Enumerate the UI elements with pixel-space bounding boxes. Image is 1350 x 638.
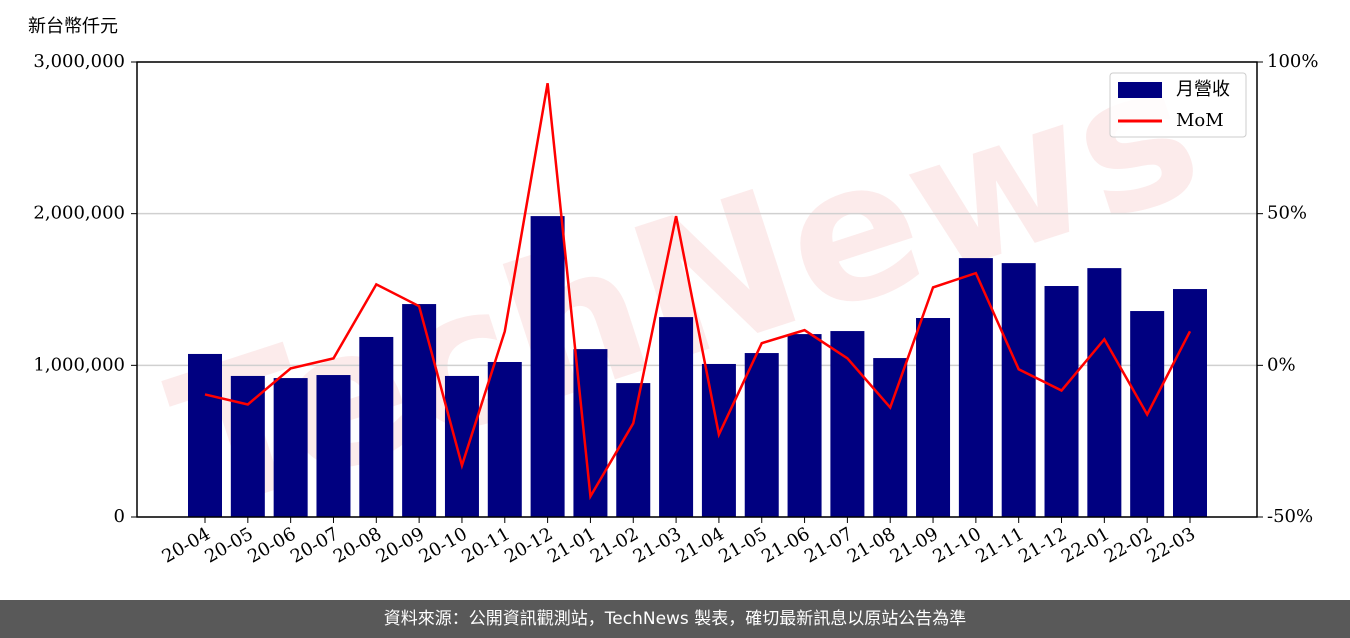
- bar: [273, 378, 308, 517]
- x-tick-label: 21-12: [1015, 523, 1070, 567]
- x-tick-label: 21-04: [672, 523, 727, 567]
- x-tick-label: 20-11: [458, 523, 513, 567]
- x-tick-label: 20-08: [330, 523, 385, 567]
- bar: [1087, 268, 1122, 517]
- x-tick-label: 22-03: [1144, 523, 1199, 567]
- plot-frame: [136, 61, 1258, 518]
- x-tick-label: 21-06: [758, 523, 813, 567]
- y-axis-title: 新台幣仟元: [28, 16, 118, 37]
- bar: [787, 334, 822, 517]
- x-tick-label: 21-09: [887, 523, 942, 567]
- line: [204, 83, 1192, 501]
- y2-tick-label: 100%: [1267, 51, 1318, 72]
- legend-label: MoM: [1176, 110, 1224, 131]
- x-tick-label: 21-03: [630, 523, 685, 567]
- legend-swatch: [1118, 82, 1162, 98]
- bar: [1044, 286, 1079, 517]
- bar: [1001, 263, 1036, 517]
- bar: [873, 358, 908, 517]
- bar: [230, 375, 265, 517]
- bar: [830, 331, 865, 517]
- chart: 新台幣仟元 TechNews 01,000,0002,000,0003,000,…: [28, 16, 1318, 568]
- x-tick-label: 20-04: [159, 523, 214, 567]
- y-tick-label: 1,000,000: [33, 354, 125, 375]
- y2-tick-label: 50%: [1267, 203, 1307, 224]
- y-tick-label: 0: [114, 506, 125, 527]
- x-tick-label: 22-02: [1101, 523, 1156, 567]
- bar: [487, 361, 522, 517]
- x-tick-label: 20-12: [501, 523, 556, 567]
- bar: [402, 304, 437, 517]
- legend-label: 月營收: [1176, 79, 1230, 100]
- x-tick-label: 21-08: [844, 523, 899, 567]
- x-tick-label: 21-11: [972, 523, 1027, 567]
- y2-tick-label: 0%: [1267, 354, 1296, 375]
- bar: [744, 353, 779, 517]
- footer: 資料來源：公開資訊觀測站，TechNews 製表，確切最新訊息以原站公告為準: [0, 600, 1350, 638]
- x-tick-label: 21-07: [801, 523, 856, 567]
- bar: [444, 375, 479, 517]
- x-tick-label: 21-01: [544, 523, 599, 567]
- bar: [1173, 289, 1207, 517]
- x-tick-label: 20-09: [373, 523, 428, 567]
- y-tick-label: 2,000,000: [33, 203, 125, 224]
- x-tick-label: 21-05: [715, 523, 770, 567]
- x-tick-label: 21-02: [587, 523, 642, 567]
- bar: [316, 375, 351, 517]
- bar: [616, 383, 651, 517]
- x-tick-label: 20-10: [416, 523, 471, 567]
- bar: [659, 317, 694, 517]
- y2-tick-label: -50%: [1267, 506, 1313, 527]
- y-tick-label: 3,000,000: [33, 51, 125, 72]
- bar: [530, 216, 565, 518]
- x-tick-label: 21-10: [929, 523, 984, 567]
- bar: [188, 353, 222, 517]
- bar: [701, 363, 736, 517]
- x-tick-label: 22-01: [1058, 523, 1113, 567]
- bar: [359, 336, 394, 517]
- bar: [916, 318, 951, 517]
